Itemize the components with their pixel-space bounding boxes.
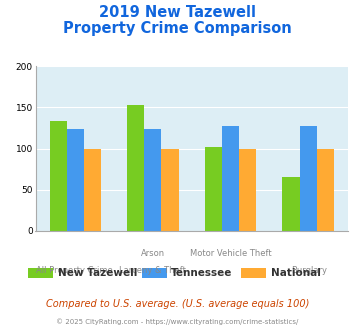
- Bar: [144, 129, 162, 231]
- Text: Property Crime Comparison: Property Crime Comparison: [63, 21, 292, 36]
- Bar: [222, 126, 239, 231]
- Text: 2019 New Tazewell: 2019 New Tazewell: [99, 5, 256, 20]
- Text: Burglary: Burglary: [291, 266, 327, 275]
- Text: New Tazewell: New Tazewell: [58, 268, 137, 278]
- Text: All Property Crime: All Property Crime: [36, 266, 113, 275]
- Bar: [300, 126, 317, 231]
- Text: Larceny & Theft: Larceny & Theft: [119, 266, 186, 275]
- Bar: [84, 148, 101, 231]
- Bar: [283, 177, 300, 231]
- Text: Tennessee: Tennessee: [171, 268, 233, 278]
- Text: © 2025 CityRating.com - https://www.cityrating.com/crime-statistics/: © 2025 CityRating.com - https://www.city…: [56, 318, 299, 325]
- Text: National: National: [271, 268, 320, 278]
- Bar: [127, 105, 144, 231]
- Text: Arson: Arson: [141, 249, 165, 258]
- Bar: [67, 129, 84, 231]
- Bar: [205, 147, 222, 231]
- Bar: [50, 121, 67, 231]
- Text: Compared to U.S. average. (U.S. average equals 100): Compared to U.S. average. (U.S. average …: [46, 299, 309, 309]
- Text: Motor Vehicle Theft: Motor Vehicle Theft: [190, 249, 272, 258]
- Bar: [239, 148, 256, 231]
- Bar: [162, 148, 179, 231]
- Bar: [317, 148, 334, 231]
